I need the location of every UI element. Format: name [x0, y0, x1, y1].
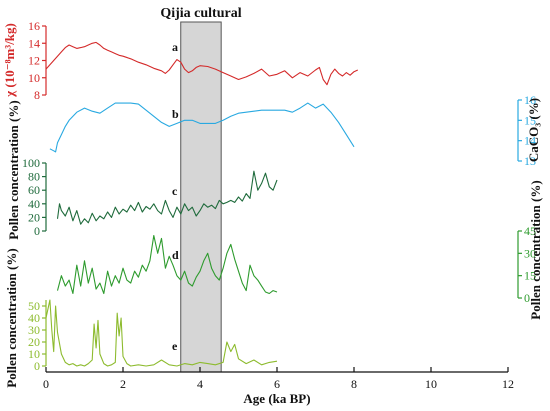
- y-axis-title-d: Pollen concentration (%): [528, 180, 543, 319]
- qijia-band-rect: [180, 21, 222, 373]
- panel-letter-c: c: [172, 184, 178, 198]
- y-tick-label-e: 50: [28, 299, 40, 313]
- y-tick-label-e: 30: [28, 323, 40, 337]
- y-tick-label-a: 14: [28, 36, 40, 50]
- panel-a: 8 10 12 14 16 a: [28, 19, 359, 102]
- y-tick-label-a: 16: [28, 19, 40, 33]
- y-tick-label-d: 15: [524, 269, 536, 283]
- y-axis-title-c: Pollen concentration (%): [6, 100, 21, 239]
- y-tick-label-d: 0: [524, 291, 530, 305]
- panel-letter-a: a: [172, 40, 178, 54]
- y-tick-label-a: 10: [28, 71, 40, 85]
- y-tick-label-b: 14: [524, 134, 536, 148]
- y-tick-label-e: 40: [28, 311, 40, 325]
- y-axis-title-a: χ (10⁻⁸m³/kg): [2, 23, 17, 98]
- series-line-e: [45, 299, 278, 367]
- x-tick-label: 8: [351, 377, 357, 391]
- panel-letter-e: e: [172, 339, 178, 353]
- y-tick-label-e: 20: [28, 335, 40, 349]
- panel-letter-b: b: [172, 107, 179, 121]
- y-axis-title-e: Pollen concentration (%): [4, 248, 19, 387]
- qijia-band-label: Qijia cultural: [160, 6, 241, 21]
- series-line-c: [56, 170, 278, 225]
- x-axis-ticks: 0 2 4 6 8 10 12: [43, 367, 514, 391]
- series-line-d: [56, 234, 278, 295]
- panel-d: 0 15 30 45 d: [56, 224, 536, 305]
- y-tick-label-d: 45: [524, 224, 536, 238]
- y-tick-label-c: 100: [22, 156, 40, 170]
- y-tick-label-b: 16: [524, 93, 536, 107]
- y-tick-label-c: 60: [28, 183, 40, 197]
- panels: 810121416a13141516b020406080100c0153045d…: [2, 19, 543, 388]
- series-line-b: [49, 102, 355, 153]
- y-tick-label-b: 13: [524, 154, 536, 168]
- y-tick-label-c: 80: [28, 170, 40, 184]
- panel-letter-d: d: [172, 248, 179, 262]
- y-tick-label-c: 20: [28, 210, 40, 224]
- x-tick-label: 10: [425, 377, 437, 391]
- qijia-band: Qijia cultural: [160, 6, 242, 373]
- y-tick-label-d: 30: [524, 246, 536, 260]
- x-axis-label: Age (ka BP): [243, 391, 310, 406]
- x-tick-label: 2: [120, 377, 126, 391]
- y-tick-label-c: 0: [34, 224, 40, 238]
- x-tick-label: 6: [274, 377, 280, 391]
- y-tick-label-a: 12: [28, 54, 40, 68]
- y-tick-label-e: 0: [34, 359, 40, 373]
- y-tick-label-b: 15: [524, 113, 536, 127]
- y-tick-label-c: 40: [28, 197, 40, 211]
- series-line-a: [45, 41, 359, 86]
- y-tick-label-e: 10: [28, 347, 40, 361]
- panel-b: 13 14 15 16 b: [49, 93, 536, 168]
- x-tick-label: 4: [197, 377, 203, 391]
- y-axis-title-b: CaCO₃ (%): [526, 98, 541, 162]
- x-tick-label: 12: [502, 377, 514, 391]
- x-tick-label: 0: [43, 377, 49, 391]
- y-tick-label-a: 8: [34, 88, 40, 102]
- x-axis: 0 2 4 6 8 10 12 Age (ka BP): [43, 367, 514, 406]
